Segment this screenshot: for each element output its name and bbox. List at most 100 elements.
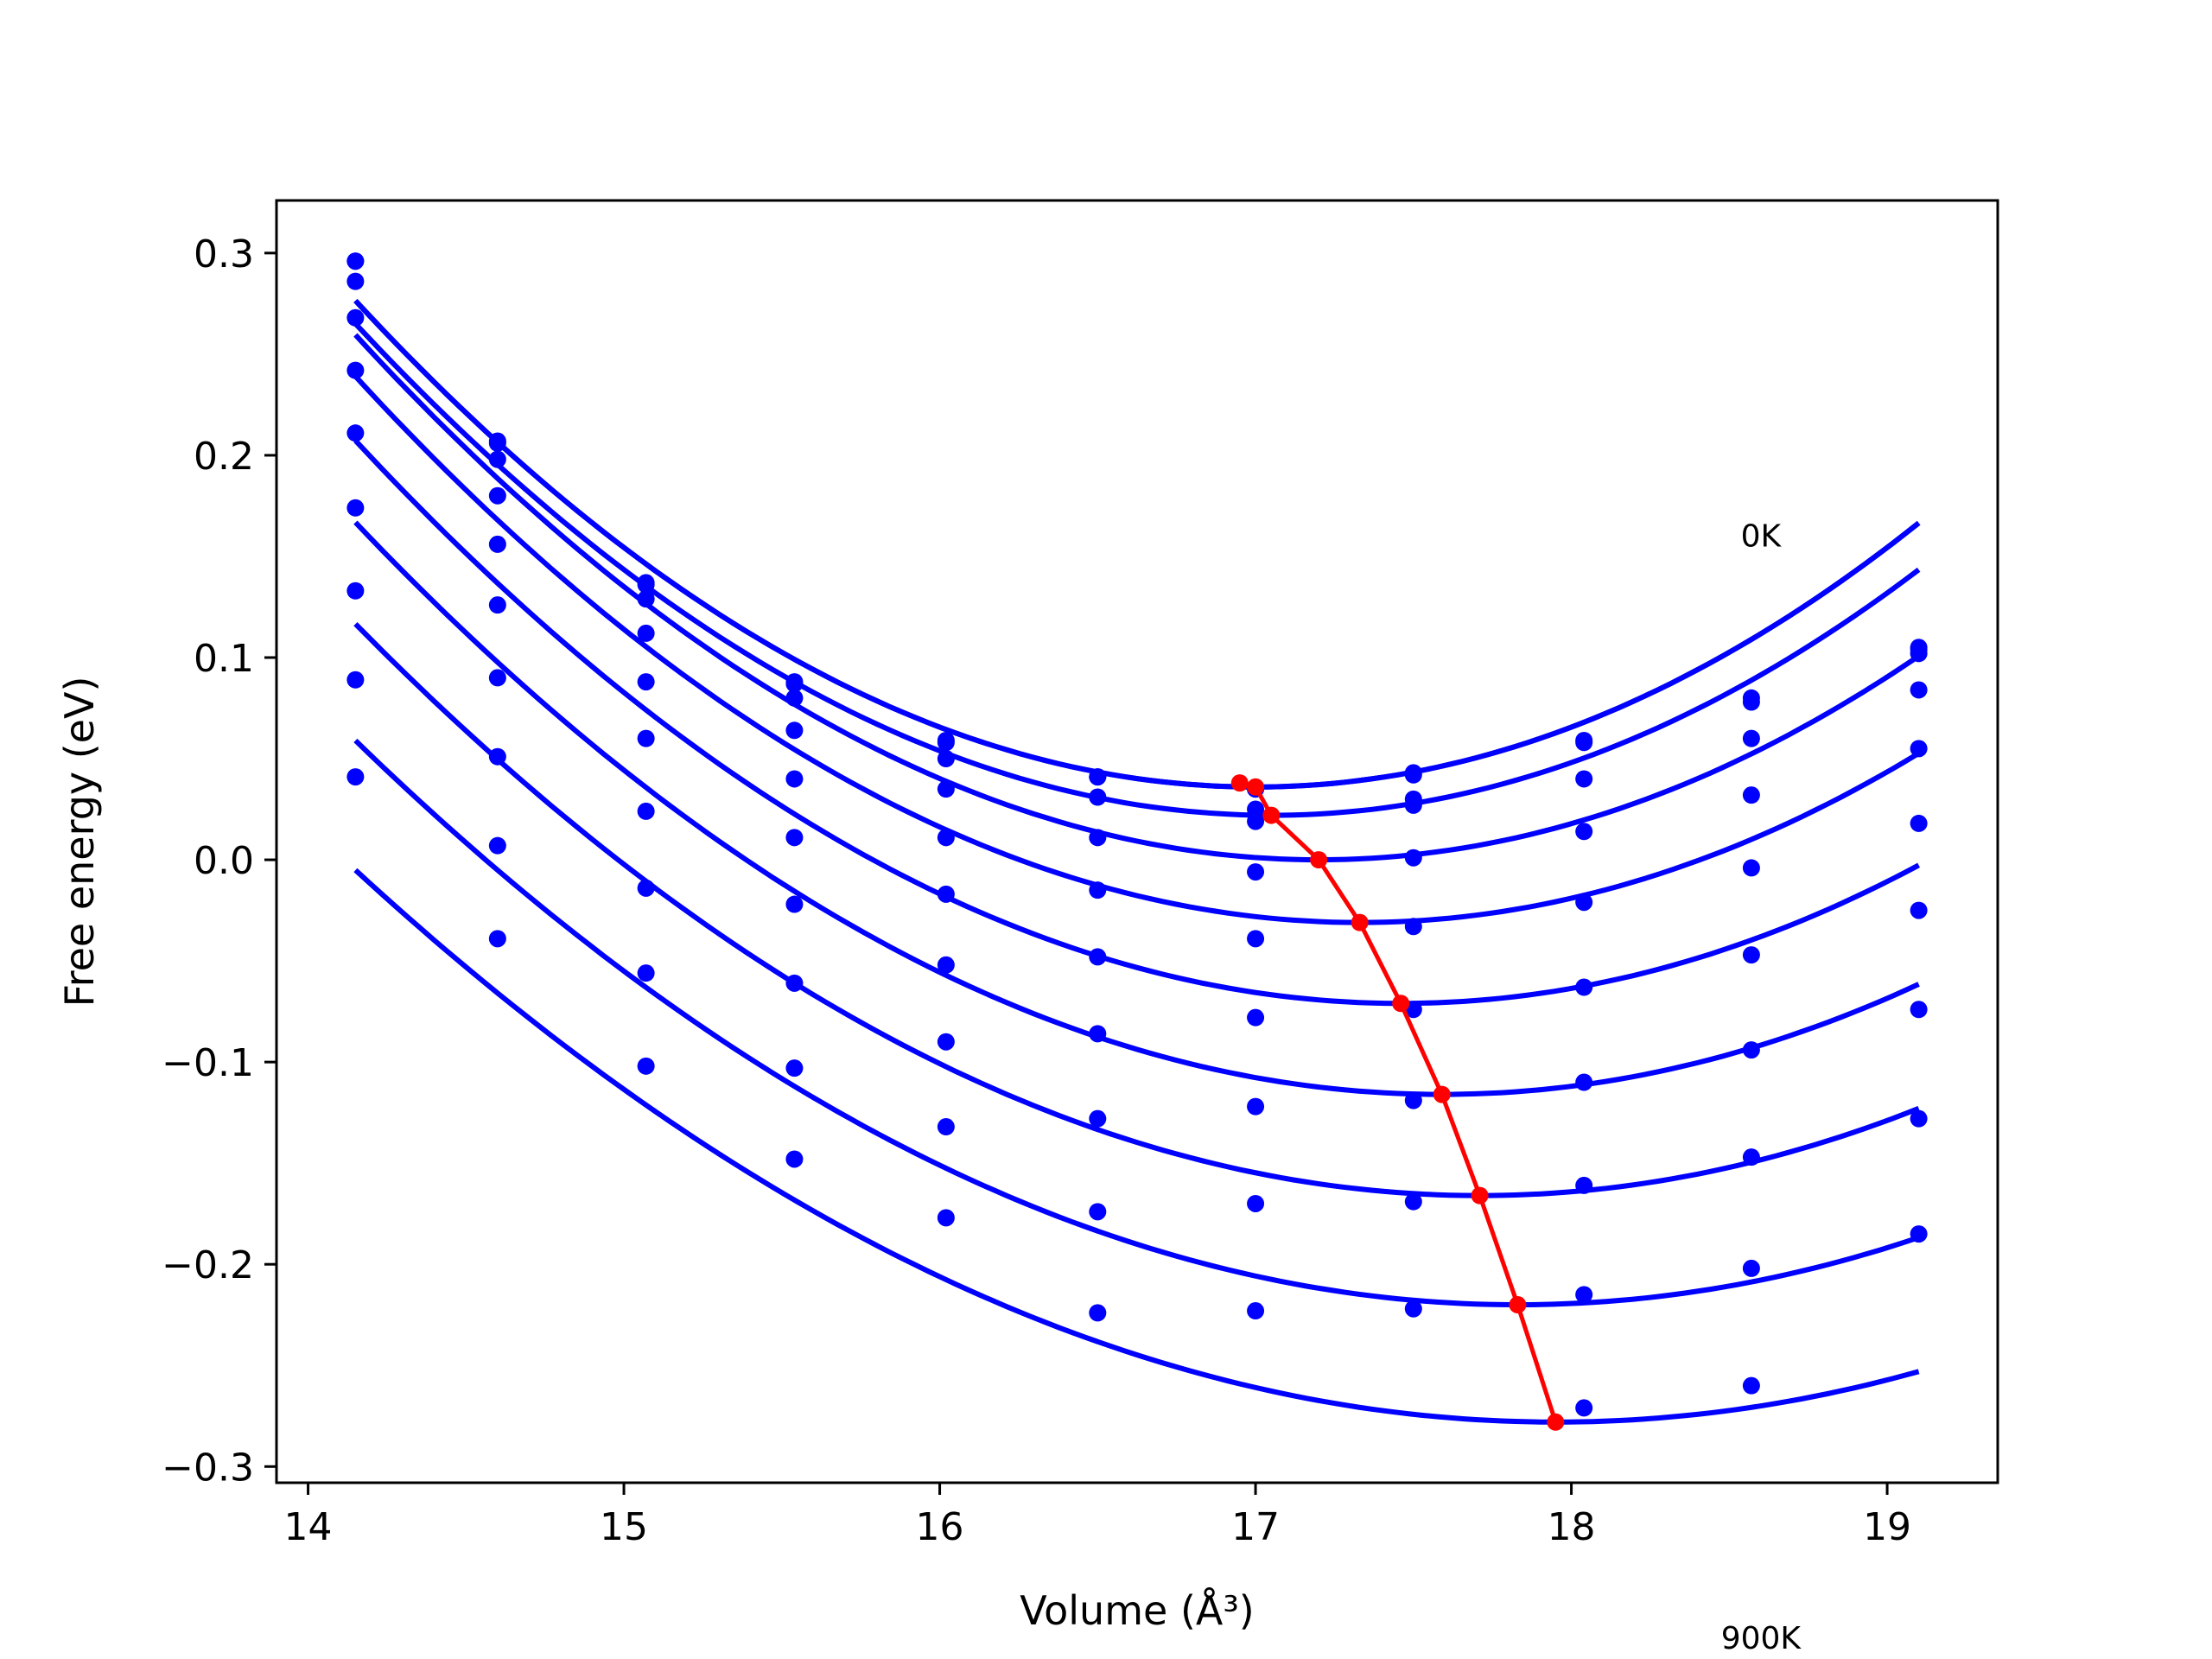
fit-curve-5 [353, 438, 1921, 1007]
x-tick-label: 16 [916, 1505, 964, 1549]
data-point [346, 424, 365, 442]
data-point [1742, 1259, 1760, 1277]
data-point [346, 252, 365, 270]
fit-curve-1 [353, 298, 1921, 790]
data-point [937, 1033, 955, 1051]
data-point [1089, 948, 1107, 966]
data-point [488, 930, 506, 948]
data-point [937, 780, 955, 798]
data-point [637, 879, 655, 897]
data-point [1404, 918, 1422, 936]
data-point [488, 434, 506, 452]
data-point [1404, 796, 1422, 814]
data-point [937, 1118, 955, 1136]
x-tick-label: 15 [600, 1505, 648, 1549]
data-point [785, 895, 804, 913]
data-point [1742, 1041, 1760, 1059]
minimum-point [1509, 1296, 1527, 1314]
minimum-point [1230, 774, 1249, 792]
data-point [937, 734, 955, 752]
x-axis-ticks: 14 15 16 17 18 19 [284, 1483, 1911, 1549]
data-point [346, 499, 365, 517]
data-point [346, 272, 365, 290]
fit-curve-2 [353, 321, 1921, 818]
x-tick-label: 14 [284, 1505, 333, 1549]
data-point [488, 669, 506, 687]
data-point [637, 590, 655, 608]
data-point [1247, 1194, 1265, 1212]
data-point [785, 721, 804, 740]
data-point [637, 1057, 655, 1075]
fit-curves [353, 298, 1921, 1425]
data-point [346, 308, 365, 327]
data-point [1742, 1148, 1760, 1166]
data-point [637, 575, 655, 594]
data-point [785, 1150, 804, 1168]
data-point [1910, 681, 1928, 699]
data-point [1089, 881, 1107, 899]
data-point [1575, 1286, 1593, 1304]
data-point [1089, 788, 1107, 806]
minimum-point [1547, 1413, 1565, 1431]
data-point [1247, 1008, 1265, 1027]
data-point [785, 689, 804, 707]
data-point [1742, 946, 1760, 964]
y-tick-label: 0.1 [194, 637, 254, 681]
annotation-label: 0K [1741, 518, 1783, 554]
x-tick-label: 19 [1863, 1505, 1911, 1549]
data-point [1575, 1073, 1593, 1091]
y-tick-label: 0.0 [194, 839, 254, 883]
data-point [637, 964, 655, 982]
data-point [1089, 1109, 1107, 1128]
data-point [937, 750, 955, 768]
data-point [1910, 901, 1928, 919]
data-point [937, 1209, 955, 1227]
data-point [1910, 1001, 1928, 1019]
data-point [1404, 1192, 1422, 1211]
y-axis-ticks: 0.3 0.2 0.1 0.0 −0.1 −0.2 −0.3 [162, 232, 276, 1490]
data-point [1742, 859, 1760, 877]
data-point [1575, 978, 1593, 996]
data-point [346, 768, 365, 786]
x-tick-label: 18 [1548, 1505, 1596, 1549]
data-point [785, 675, 804, 693]
data-point [1404, 1300, 1422, 1318]
data-point [1247, 1302, 1265, 1320]
data-point [346, 582, 365, 600]
data-point [1089, 768, 1107, 786]
minima-curve [1239, 780, 1558, 1423]
minimum-point [1262, 806, 1281, 824]
data-point [637, 729, 655, 747]
data-point [785, 829, 804, 847]
fit-curve-6 [353, 520, 1920, 1097]
fit-curve-4 [353, 374, 1921, 925]
data-point [1247, 1097, 1265, 1116]
data-point [488, 747, 506, 766]
data-point [637, 624, 655, 642]
plot-area-frame [275, 199, 1999, 1484]
data-point [1089, 1304, 1107, 1322]
y-tick-label: −0.2 [162, 1243, 254, 1287]
data-point [937, 829, 955, 847]
data-point [346, 671, 365, 689]
minimum-point [1392, 995, 1410, 1013]
data-point [637, 802, 655, 820]
minimum-point [1351, 913, 1369, 931]
minimum-point [1310, 851, 1328, 869]
data-point [1742, 1376, 1760, 1395]
data-point [637, 673, 655, 691]
y-axis-title: Free energy (eV) [56, 677, 103, 1007]
x-axis-title: Volume (Å³) [1020, 1587, 1255, 1634]
data-point [1742, 729, 1760, 747]
data-point [1910, 814, 1928, 832]
fit-curve-3 [353, 333, 1921, 863]
data-point [1404, 1091, 1422, 1109]
minimum-point [1471, 1186, 1489, 1205]
data-point [488, 450, 506, 468]
data-point [1575, 734, 1593, 752]
x-tick-label: 17 [1231, 1505, 1280, 1549]
data-point [488, 535, 506, 553]
data-point [1910, 740, 1928, 758]
